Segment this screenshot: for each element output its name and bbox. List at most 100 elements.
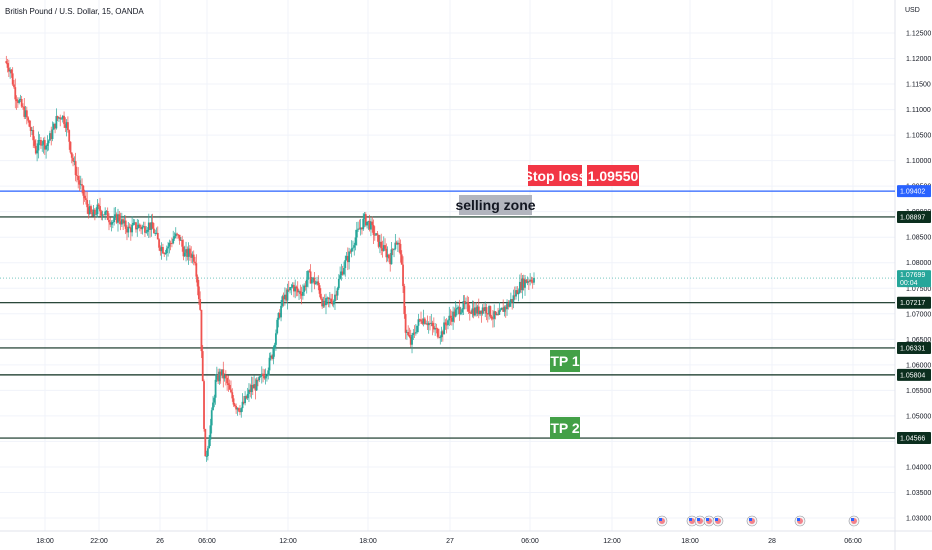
candle-body	[477, 306, 480, 315]
price-tick-label: 1.03500	[906, 490, 931, 497]
event-flags[interactable]	[656, 515, 860, 527]
candle-body	[151, 222, 154, 229]
candle-body	[101, 214, 104, 216]
horizontal-levels[interactable]: 1.09402 1.08897 1.07217 1.06331 1.05804 1.045…	[0, 185, 931, 445]
candle-body	[14, 87, 17, 100]
time-tick-label: 27	[446, 538, 454, 545]
candle-body	[117, 214, 119, 223]
candle-body	[47, 140, 50, 144]
candle-body	[63, 115, 65, 125]
us-flag-icon[interactable]	[656, 515, 668, 527]
candle-body	[42, 140, 45, 145]
candle-body	[479, 310, 481, 315]
candle-body	[468, 311, 471, 314]
selling-zone-text: selling zone	[455, 197, 535, 213]
candle-body	[305, 279, 308, 287]
candle-body	[402, 264, 404, 287]
candle-body	[335, 294, 338, 296]
candle-body	[5, 61, 8, 64]
candle-body	[162, 247, 164, 254]
us-flag-icon[interactable]	[746, 515, 758, 527]
candle-body	[441, 331, 444, 335]
candle-body	[394, 242, 397, 249]
tp2-annotation[interactable]: TP 2	[550, 417, 580, 439]
candle-body	[375, 233, 377, 236]
candle-body	[459, 312, 462, 315]
candle-body	[159, 247, 162, 252]
candle-body	[218, 371, 221, 382]
candle-body	[141, 226, 144, 230]
candle-body	[513, 295, 516, 297]
us-flag-icon[interactable]	[712, 515, 724, 527]
candle-body	[231, 392, 234, 399]
candle-body	[344, 260, 347, 269]
candle-body	[295, 286, 298, 289]
candle-body	[461, 309, 463, 313]
candle-body	[28, 120, 31, 127]
stop-loss-price-annotation[interactable]: 1.09550	[587, 165, 639, 186]
time-tick-label: 12:00	[279, 538, 297, 545]
us-flag-icon[interactable]	[848, 515, 860, 527]
candle-body	[165, 248, 168, 254]
us-flag-icon[interactable]	[686, 515, 698, 527]
candle-body	[233, 404, 236, 407]
candle-body	[321, 298, 324, 307]
candle-body	[160, 247, 163, 252]
candle-body	[346, 255, 349, 263]
candle-body	[488, 306, 490, 315]
candle-body	[240, 408, 243, 413]
stop-loss-text: Stop loss	[523, 168, 586, 184]
candle-body	[336, 288, 339, 296]
candle-body	[100, 211, 103, 216]
candle-body	[350, 248, 353, 252]
candle-body	[210, 410, 213, 426]
candle-body	[530, 279, 533, 282]
us-flag-icon[interactable]	[703, 515, 715, 527]
candle-body	[389, 258, 392, 265]
candle-body	[235, 406, 238, 410]
selling-zone-annotation[interactable]: selling zone	[455, 195, 536, 215]
candle-body	[133, 222, 136, 224]
candle-body	[326, 297, 329, 299]
candle-body	[380, 241, 383, 249]
candle-body	[18, 99, 21, 103]
candle-body	[280, 305, 282, 318]
candle-body	[178, 234, 181, 241]
candle-body	[222, 369, 225, 379]
candle-body	[41, 144, 44, 146]
candle-body	[227, 383, 230, 386]
candle-body	[379, 241, 381, 247]
candle-body	[177, 234, 180, 236]
candle-body	[263, 376, 266, 379]
candle-body	[308, 270, 311, 272]
candle-body	[418, 319, 421, 321]
candle-body	[86, 199, 89, 208]
candle-body	[318, 285, 321, 294]
candle-body	[171, 243, 173, 244]
candle-body	[199, 299, 202, 310]
selling-zone-box	[459, 195, 532, 215]
candle-body	[284, 294, 286, 300]
candle-body	[495, 313, 498, 315]
candle-body	[46, 143, 49, 146]
candle-body	[27, 117, 30, 121]
us-flag-icon[interactable]	[794, 515, 806, 527]
level-price-box	[897, 210, 931, 223]
candle-body	[349, 251, 352, 253]
candle-body	[438, 336, 440, 338]
candle-body	[154, 233, 157, 234]
level-price-box	[897, 368, 931, 381]
stop-loss-annotation[interactable]: Stop loss	[523, 165, 587, 186]
candle-body	[95, 214, 98, 215]
candle-body	[55, 116, 58, 129]
tp1-annotation[interactable]: TP 1	[550, 350, 580, 372]
candle-body	[411, 334, 413, 345]
candle-body	[385, 248, 388, 258]
candle-body	[150, 222, 153, 230]
candle-body	[371, 221, 374, 225]
candle-body	[458, 307, 461, 315]
us-flag-icon[interactable]	[694, 515, 706, 527]
candle-body	[72, 157, 74, 162]
time-tick-label: 18:00	[36, 538, 54, 545]
